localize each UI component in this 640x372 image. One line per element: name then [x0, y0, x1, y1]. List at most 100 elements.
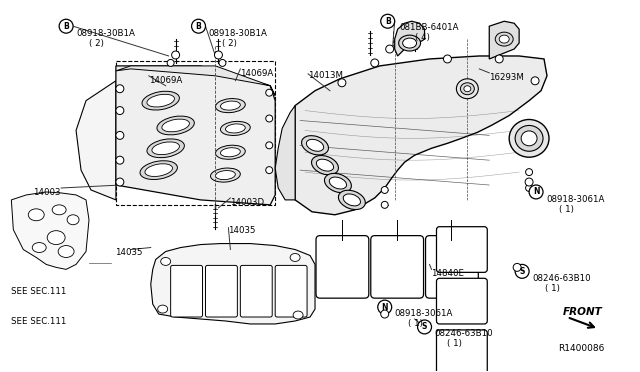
Circle shape	[531, 77, 539, 85]
Text: 14003: 14003	[33, 188, 61, 197]
Text: ( 2): ( 2)	[89, 39, 104, 48]
Circle shape	[386, 45, 394, 53]
Ellipse shape	[290, 253, 300, 262]
Text: 08246-63B10: 08246-63B10	[532, 274, 591, 283]
Ellipse shape	[220, 121, 250, 135]
Ellipse shape	[399, 35, 420, 51]
Text: 08918-3061A: 08918-3061A	[395, 309, 453, 318]
Text: ( 4): ( 4)	[415, 33, 429, 42]
Ellipse shape	[495, 32, 513, 46]
Circle shape	[167, 60, 174, 66]
Ellipse shape	[152, 142, 179, 155]
Ellipse shape	[28, 209, 44, 221]
Text: N: N	[381, 302, 388, 312]
Circle shape	[219, 60, 226, 66]
Text: B: B	[385, 17, 390, 26]
Ellipse shape	[216, 99, 245, 113]
Circle shape	[495, 55, 503, 63]
Text: ( 2): ( 2)	[223, 39, 237, 48]
Text: ( 1): ( 1)	[545, 284, 560, 293]
Text: B: B	[196, 22, 202, 31]
Circle shape	[371, 59, 379, 67]
Circle shape	[381, 186, 388, 193]
Ellipse shape	[301, 136, 328, 155]
Polygon shape	[151, 244, 315, 324]
Polygon shape	[489, 21, 519, 59]
Text: ( 1): ( 1)	[408, 319, 422, 328]
Circle shape	[417, 320, 431, 334]
Polygon shape	[12, 192, 89, 269]
Ellipse shape	[403, 38, 417, 48]
Ellipse shape	[67, 215, 79, 225]
Text: R1400086: R1400086	[558, 344, 604, 353]
Text: FRONT: FRONT	[563, 307, 603, 317]
Text: 14035: 14035	[115, 247, 142, 257]
Polygon shape	[295, 56, 547, 215]
Circle shape	[525, 169, 532, 176]
Circle shape	[266, 89, 273, 96]
Polygon shape	[76, 81, 116, 200]
Ellipse shape	[216, 170, 236, 180]
Text: 08246-63B10: 08246-63B10	[435, 329, 493, 338]
Text: 081BB-6401A: 081BB-6401A	[399, 23, 459, 32]
Ellipse shape	[293, 311, 303, 319]
Bar	[116, 61, 275, 205]
Circle shape	[266, 167, 273, 174]
Ellipse shape	[32, 243, 46, 253]
Ellipse shape	[157, 305, 168, 313]
Ellipse shape	[464, 86, 471, 92]
Circle shape	[59, 19, 73, 33]
Ellipse shape	[140, 161, 177, 180]
Text: 14013M: 14013M	[308, 71, 343, 80]
Circle shape	[378, 300, 392, 314]
Text: 08918-30B1A: 08918-30B1A	[209, 29, 268, 38]
Text: 16293M: 16293M	[489, 73, 524, 82]
Polygon shape	[116, 66, 275, 205]
Circle shape	[529, 185, 543, 199]
Ellipse shape	[162, 119, 189, 132]
Circle shape	[214, 51, 223, 59]
FancyBboxPatch shape	[316, 235, 369, 298]
Ellipse shape	[460, 83, 474, 95]
Text: SEE SEC.111: SEE SEC.111	[12, 287, 67, 296]
Polygon shape	[116, 66, 275, 96]
Text: SEE SEC.111: SEE SEC.111	[12, 317, 67, 326]
Text: 14069A: 14069A	[148, 76, 182, 85]
Text: 14035: 14035	[228, 226, 256, 235]
Ellipse shape	[324, 173, 351, 193]
Ellipse shape	[521, 131, 537, 146]
Text: ( 1): ( 1)	[447, 339, 462, 348]
Polygon shape	[395, 21, 424, 56]
Circle shape	[116, 107, 124, 115]
Text: S: S	[520, 267, 525, 276]
FancyBboxPatch shape	[205, 265, 237, 317]
Ellipse shape	[499, 35, 509, 43]
Ellipse shape	[145, 164, 172, 176]
Ellipse shape	[330, 177, 346, 189]
FancyBboxPatch shape	[436, 227, 487, 272]
Ellipse shape	[316, 159, 333, 171]
FancyBboxPatch shape	[241, 265, 272, 317]
Polygon shape	[275, 106, 295, 200]
Ellipse shape	[339, 190, 365, 209]
Circle shape	[513, 263, 521, 271]
Text: 14003D: 14003D	[230, 198, 264, 207]
Ellipse shape	[142, 91, 179, 110]
Ellipse shape	[515, 125, 543, 151]
Text: S: S	[422, 323, 428, 331]
Ellipse shape	[211, 168, 240, 182]
Circle shape	[444, 55, 451, 63]
FancyBboxPatch shape	[426, 235, 478, 298]
Ellipse shape	[509, 119, 549, 157]
Text: 08918-30B1A: 08918-30B1A	[76, 29, 135, 38]
FancyBboxPatch shape	[371, 235, 424, 298]
Circle shape	[381, 310, 388, 318]
Ellipse shape	[220, 148, 240, 157]
Circle shape	[525, 178, 533, 186]
Ellipse shape	[58, 246, 74, 257]
FancyBboxPatch shape	[275, 265, 307, 317]
FancyBboxPatch shape	[436, 330, 487, 372]
Ellipse shape	[216, 145, 245, 159]
Ellipse shape	[220, 101, 240, 110]
Circle shape	[525, 185, 532, 192]
